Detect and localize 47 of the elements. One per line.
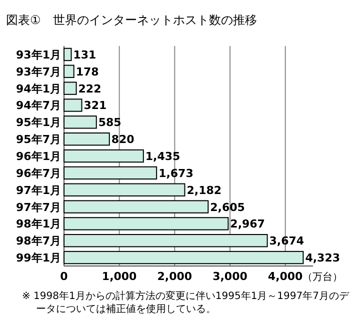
bar xyxy=(64,98,82,112)
text: ※ 1998年1月からの計算方法の変更に伴い1995年1月～1997年7月のデータについては補正値を使用している。 xyxy=(22,290,350,316)
x-tick-label: 0 xyxy=(60,270,68,283)
bar xyxy=(64,217,229,230)
x-tick-label: 1,000 xyxy=(102,270,138,283)
data-label: 2,182 xyxy=(186,184,222,197)
bar xyxy=(64,48,72,62)
data-label: 4,323 xyxy=(305,252,340,265)
y-tick-label: 97年7月 xyxy=(16,200,61,214)
bar xyxy=(64,132,110,146)
y-tick-label: 96年7月 xyxy=(16,166,61,180)
data-label: 321 xyxy=(84,99,107,112)
data-label: 2,605 xyxy=(210,200,245,214)
x-tick-label: 4,000 xyxy=(268,270,304,283)
y-tick-label: 99年1月 xyxy=(16,252,61,265)
data-label: 2,967 xyxy=(230,218,265,231)
y-tick-label: 94年1月 xyxy=(16,82,61,96)
bar xyxy=(64,64,74,78)
x-tick-label: 2,000 xyxy=(157,270,192,283)
data-label: 1,435 xyxy=(145,150,180,163)
data-label: 1,673 xyxy=(158,166,194,180)
bar xyxy=(64,116,97,129)
bar xyxy=(64,166,158,180)
bar xyxy=(64,250,304,264)
y-tick-label: 96年1月 xyxy=(16,150,61,163)
data-label: 178 xyxy=(76,65,99,78)
y-tick-label: 97年1月 xyxy=(16,184,61,197)
data-label: 131 xyxy=(73,48,96,62)
chart-title: 図表① 世界のインターネットホスト数の推移 xyxy=(6,13,257,27)
y-tick-label: 94年7月 xyxy=(16,99,61,112)
bar xyxy=(64,183,186,196)
bar xyxy=(64,200,209,214)
y-tick-label: 98年7月 xyxy=(16,234,61,248)
x-tick-label: 3,000 xyxy=(212,270,248,283)
y-tick-label: 95年1月 xyxy=(16,116,61,130)
bar xyxy=(64,82,77,95)
y-tick-label: 95年7月 xyxy=(16,133,61,146)
data-label: 222 xyxy=(78,82,102,96)
y-tick-label: 93年1月 xyxy=(16,48,61,62)
data-label: 585 xyxy=(98,116,122,130)
y-tick-label: 93年7月 xyxy=(16,65,61,78)
y-tick-label: 98年1月 xyxy=(16,218,61,231)
bar xyxy=(64,234,268,248)
data-label: 3,674 xyxy=(269,234,304,248)
bar xyxy=(64,149,144,163)
x-axis-title: （万台） xyxy=(302,271,342,283)
data-label: 820 xyxy=(111,133,135,146)
